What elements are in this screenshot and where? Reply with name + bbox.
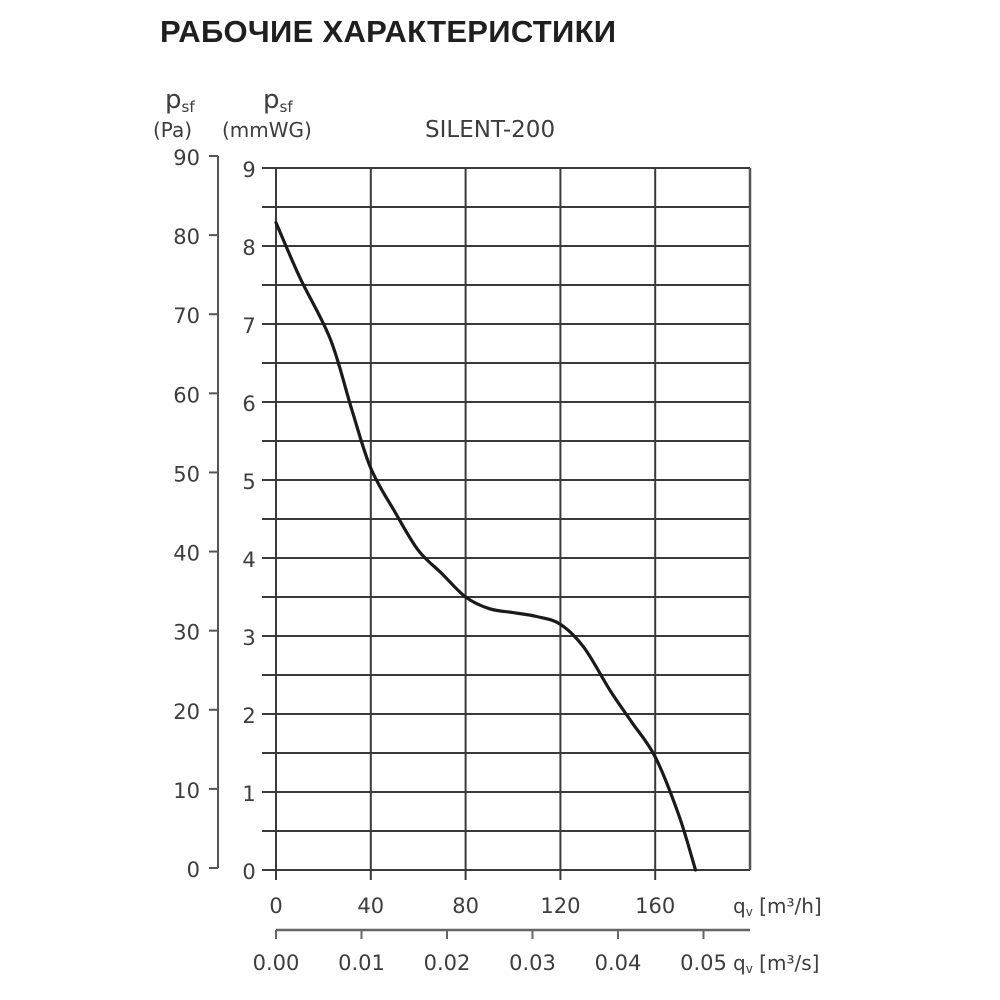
svg-text:0.04: 0.04 [595,951,642,975]
performance-curve [274,221,698,872]
svg-text:20: 20 [173,700,200,724]
svg-text:(mmWG): (mmWG) [222,118,312,142]
y-axis-mmwg: 0 1 2 3 4 5 6 7 8 9 [242,158,255,884]
svg-text:5: 5 [242,470,255,494]
svg-text:0.01: 0.01 [338,951,385,975]
svg-text:0: 0 [242,860,255,884]
y-axis-pa-title: psf (Pa) [153,85,195,142]
svg-text:4: 4 [242,548,255,572]
chart-model-title: SILENT-200 [425,117,555,143]
page-title: РАБОЧИЕ ХАРАКТЕРИСТИКИ [160,14,617,49]
svg-text:80: 80 [452,894,479,918]
svg-text:60: 60 [173,383,200,407]
plot-grid [262,167,752,880]
svg-text:3: 3 [242,626,255,650]
svg-text:30: 30 [173,621,200,645]
svg-text:psf: psf [165,85,195,116]
svg-text:0.05: 0.05 [680,951,727,975]
svg-text:2: 2 [242,704,255,728]
x-axis-m3h-title: qv [m³/h] [733,894,822,919]
svg-text:120: 120 [540,894,580,918]
x-axis-m3s-title: qv [m³/s] [733,951,819,976]
svg-text:70: 70 [173,304,200,328]
svg-text:40: 40 [173,542,200,566]
svg-text:8: 8 [242,236,255,260]
svg-text:qv [m³/s]: qv [m³/s] [733,951,819,976]
svg-text:50: 50 [173,462,200,486]
svg-text:0.00: 0.00 [253,951,300,975]
y-axis-mmwg-title: psf (mmWG) [222,85,312,142]
svg-text:psf: psf [263,85,293,116]
svg-text:7: 7 [242,314,255,338]
svg-text:0: 0 [269,894,282,918]
svg-text:(Pa): (Pa) [153,118,192,142]
x-axis-m3h: 0 40 80 120 160 [269,894,675,918]
svg-text:0.02: 0.02 [424,951,471,975]
y-axis-pa: 0 10 20 30 40 50 60 70 80 90 [173,146,219,882]
svg-text:1: 1 [242,782,255,806]
svg-text:40: 40 [357,894,384,918]
svg-text:160: 160 [635,894,675,918]
x-axis-m3s: 0.00 0.01 0.02 0.03 0.04 0.05 [253,928,750,975]
svg-text:0.03: 0.03 [509,951,556,975]
svg-text:80: 80 [173,225,200,249]
svg-text:9: 9 [242,158,255,182]
svg-text:10: 10 [173,779,200,803]
svg-text:6: 6 [242,392,255,416]
svg-text:qv [m³/h]: qv [m³/h] [733,894,822,919]
svg-text:0: 0 [187,858,200,882]
svg-text:90: 90 [173,146,200,170]
